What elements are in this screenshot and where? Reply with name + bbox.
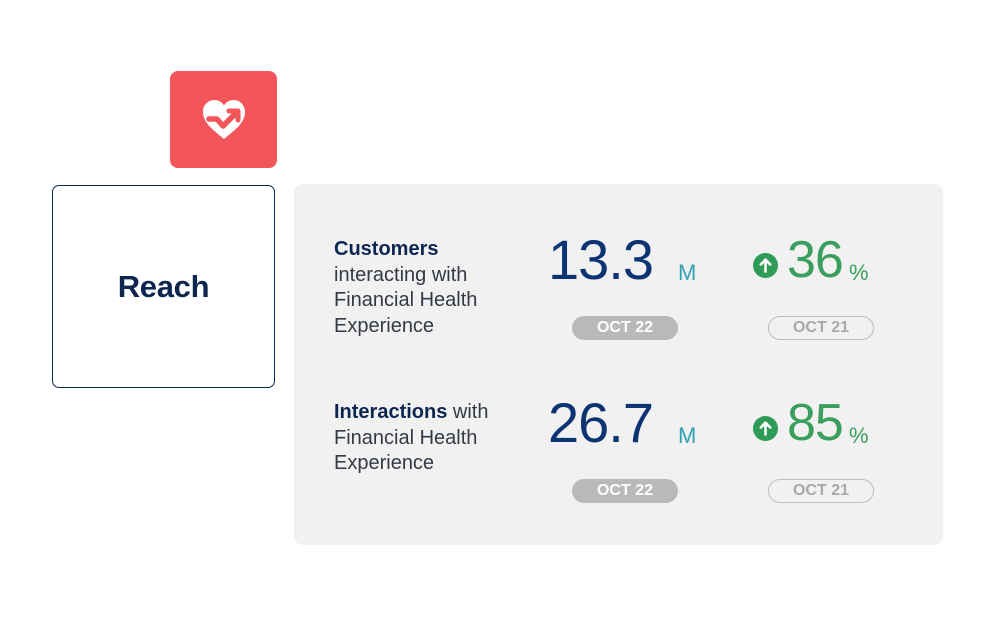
heart-trend-logo bbox=[170, 71, 277, 168]
previous-period-badge: OCT 21 bbox=[768, 479, 874, 503]
metric-label: Interactions with Financial Health Exper… bbox=[334, 400, 534, 477]
arrow-up-circle-icon bbox=[753, 416, 778, 441]
metric-unit: M bbox=[678, 423, 697, 448]
change-unit: % bbox=[849, 423, 869, 448]
arrow-up-circle-icon bbox=[753, 253, 778, 278]
metric-label-rest: with Financial Health Experience bbox=[334, 401, 489, 474]
current-period-badge: OCT 22 bbox=[572, 479, 678, 503]
metric-value: 13.3 bbox=[548, 228, 654, 291]
metric-value: 26.7 bbox=[548, 391, 654, 454]
metric-customers: Customers interacting with Financial Hea… bbox=[294, 228, 943, 384]
metric-label-bold: Customers bbox=[334, 238, 439, 260]
change-value: 85 bbox=[787, 394, 844, 452]
metric-label-rest: interacting with Financial Health Experi… bbox=[334, 263, 478, 337]
heart-trend-icon bbox=[202, 99, 245, 139]
change-value: 36 bbox=[787, 231, 844, 289]
current-period-badge: OCT 22 bbox=[572, 316, 678, 340]
metric-label: Customers interacting with Financial Hea… bbox=[334, 237, 534, 339]
metric-unit: M bbox=[678, 260, 697, 285]
previous-period-badge: OCT 21 bbox=[768, 316, 874, 340]
metric-label-bold: Interactions bbox=[334, 401, 448, 423]
metric-interactions: Interactions with Financial Health Exper… bbox=[294, 391, 943, 547]
reach-card: Reach bbox=[52, 185, 275, 388]
section-title: Reach bbox=[117, 268, 210, 304]
change-unit: % bbox=[849, 260, 869, 285]
metrics-panel: Customers interacting with Financial Hea… bbox=[294, 184, 943, 545]
